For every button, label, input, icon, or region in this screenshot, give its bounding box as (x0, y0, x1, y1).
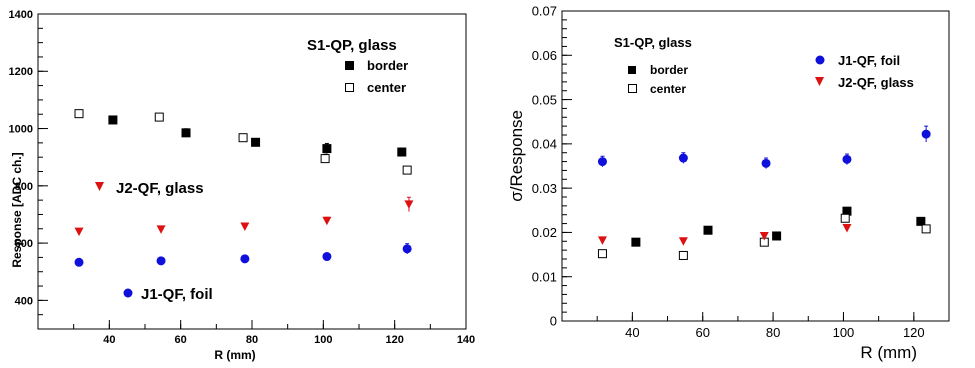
left-point-center (402, 165, 412, 175)
right-plot-frame (561, 10, 950, 322)
right-point-j1-foil (842, 154, 852, 164)
left-data-marks (74, 109, 414, 267)
right-point-j1-foil (761, 158, 771, 168)
right-point-j2-glass (759, 231, 769, 241)
left-legend-center-label: center (367, 80, 406, 95)
right-x-tick-label: 120 (903, 325, 925, 340)
left-legend-border-marker (345, 61, 354, 70)
left-y-tick-label: 1000 (9, 124, 33, 136)
left-point-border (251, 137, 261, 147)
left-point-border (322, 144, 332, 154)
left-y-tick-label: 800 (15, 181, 33, 193)
left-point-j1-foil (402, 244, 412, 254)
left-point-j2-glass (322, 216, 332, 226)
right-legend-border-marker (628, 66, 636, 74)
right-x-tick-label: 80 (766, 325, 780, 340)
right-y-tick-label: 0.03 (532, 181, 557, 196)
left-point-j1-foil (156, 256, 166, 266)
right-legend-j2-marker (815, 77, 824, 86)
left-point-j1-foil (322, 252, 332, 262)
right-axis-ticks: 40 60 80 100 120 0 0.01 0.02 0.03 0.04 0.05 0.06 0.0… (532, 4, 925, 340)
left-y-tick-label: 600 (15, 238, 33, 250)
left-y-tick-label: 1400 (9, 9, 33, 21)
left-x-tick-label: 140 (457, 334, 475, 346)
right-point-border (631, 237, 641, 247)
right-point-border (703, 225, 713, 235)
right-y-tick-label: 0.06 (532, 48, 557, 63)
right-y-axis-label: σ/Response (507, 110, 526, 202)
left-x-tick-label: 60 (175, 334, 187, 346)
right-plot: 40 60 80 100 120 0 0.01 0.02 0.03 0.04 0.05 0.06 0.0… (507, 4, 950, 362)
right-x-axis-label: R (mm) (860, 343, 917, 362)
left-y-axis-label: Response [ADC ch.] (10, 152, 24, 267)
right-y-tick-label: 0.01 (532, 269, 557, 284)
right-legend-j1-label: J1-QF, foil (838, 53, 900, 68)
right-legend-j2-label: J2-QF, glass (838, 75, 914, 90)
left-axis-ticks: 40 60 80 100 120 140 400 600 800 1000 1200 1400 (9, 9, 476, 346)
right-point-center (921, 224, 931, 234)
right-x-tick-label: 60 (695, 325, 709, 340)
left-point-j2-glass (74, 227, 84, 237)
left-plot: 40 60 80 100 120 140 400 600 800 1000 1200 1400 R (… (9, 9, 476, 362)
left-x-tick-label: 100 (314, 334, 332, 346)
right-legend-j1-marker (815, 55, 825, 65)
right-point-j1-foil (597, 157, 607, 167)
left-point-j1-foil (240, 254, 250, 264)
left-x-axis-label: R (mm) (214, 348, 255, 362)
right-point-center (840, 213, 850, 223)
left-point-border (108, 115, 118, 125)
right-point-center (678, 250, 688, 260)
left-point-j2-glass (240, 222, 250, 231)
left-point-center (238, 133, 248, 143)
left-y-tick-label: 1200 (9, 66, 33, 78)
right-legend-border-label: border (650, 63, 688, 77)
left-y-tick-label: 400 (15, 295, 33, 307)
right-point-border (842, 206, 852, 216)
right-point-j2-glass (678, 237, 688, 246)
right-data-marks (597, 125, 931, 260)
right-y-tick-label: 0.07 (532, 4, 557, 19)
right-legend-title: S1-QP, glass (614, 35, 692, 50)
right-point-j2-glass (597, 236, 607, 245)
right-point-border (916, 216, 926, 226)
left-annotation-j1-label: J1-QF, foil (141, 286, 213, 303)
left-point-j2-glass (404, 200, 414, 209)
left-point-border (181, 128, 191, 138)
left-x-tick-label: 120 (385, 334, 403, 346)
right-y-tick-label: 0.04 (532, 137, 557, 152)
left-annotation-j2-marker (95, 182, 104, 191)
left-x-tick-label: 40 (103, 334, 115, 346)
right-point-j1-foil (921, 129, 931, 139)
left-point-center (74, 109, 84, 119)
left-point-center (154, 112, 164, 122)
left-point-j1-foil (74, 257, 84, 267)
left-point-j2-glass (156, 225, 166, 234)
right-legend-center-label: center (650, 82, 686, 96)
right-x-tick-label: 100 (833, 325, 855, 340)
left-point-center (320, 154, 330, 164)
left-x-tick-label: 80 (246, 334, 258, 346)
right-legend-center-marker (628, 84, 637, 93)
right-point-border (772, 231, 782, 241)
left-annotation-j2-label: J2-QF, glass (116, 180, 204, 197)
left-point-border (397, 147, 407, 157)
left-annotation-j1-marker (123, 288, 133, 298)
right-y-tick-label: 0.02 (532, 225, 557, 240)
right-point-j2-glass (842, 224, 852, 233)
right-y-tick-label: 0 (550, 314, 557, 329)
left-legend-title: S1-QP, glass (307, 37, 397, 54)
right-point-center (597, 249, 607, 259)
left-legend-center-marker (345, 83, 354, 92)
right-y-tick-label: 0.05 (532, 92, 557, 107)
left-legend-border-label: border (367, 58, 408, 73)
right-point-j1-foil (678, 153, 688, 163)
right-x-tick-label: 40 (625, 325, 639, 340)
